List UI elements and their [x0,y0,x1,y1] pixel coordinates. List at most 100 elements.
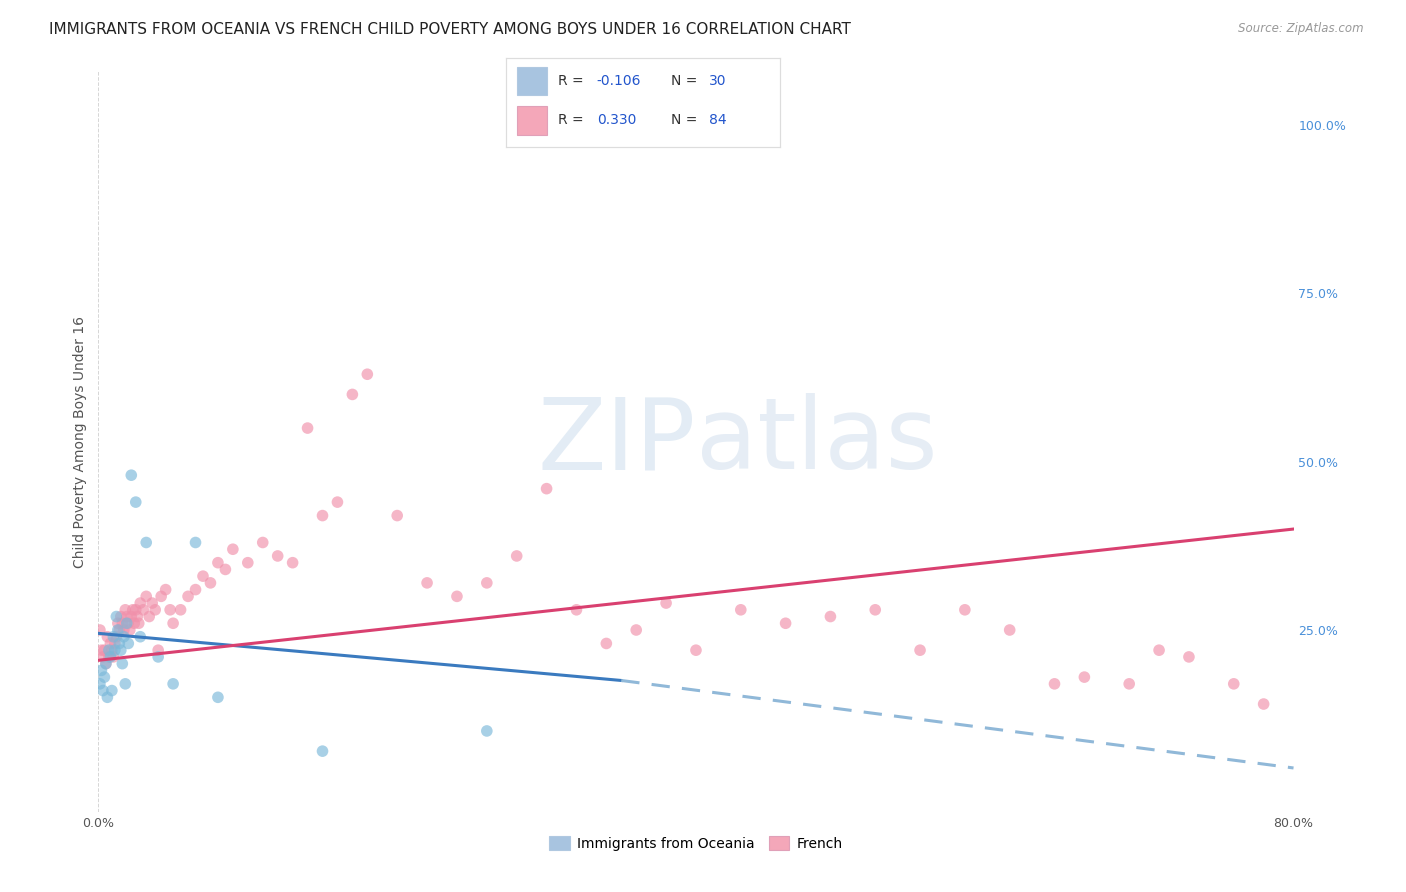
Point [311,508,333,523]
Point [111,616,134,631]
Point [222,542,245,557]
Point [998,623,1021,637]
Point [115,616,138,631]
Point [200,575,222,590]
Point [91,683,114,698]
Point [93,643,115,657]
Point [252,535,274,549]
Point [475,723,498,738]
Text: R =: R = [558,113,588,128]
Text: N =: N = [671,74,702,88]
Point [267,549,290,563]
Point [416,575,439,590]
Point [108,623,131,637]
Legend: Immigrants from Oceania, French: Immigrants from Oceania, French [544,830,848,856]
Point [1043,677,1066,691]
Point [162,677,184,691]
Point [143,603,166,617]
Text: R =: R = [558,74,588,88]
Point [865,603,887,617]
Point [89,623,111,637]
Point [90,664,112,678]
Point [97,643,120,657]
Point [820,609,842,624]
Point [114,677,136,691]
Point [97,649,120,664]
Point [1372,697,1395,711]
Point [565,603,588,617]
Point [162,616,184,631]
Point [730,603,752,617]
Point [105,630,128,644]
Point [101,683,124,698]
Point [93,670,115,684]
Point [326,495,349,509]
Point [150,590,173,604]
Point [595,636,617,650]
Point [155,582,177,597]
Point [169,603,191,617]
Point [356,368,378,382]
Point [141,596,163,610]
Point [110,643,132,657]
Point [132,603,155,617]
Point [281,556,304,570]
Point [1312,683,1334,698]
Point [112,630,135,644]
Point [536,482,558,496]
Point [114,603,136,617]
Point [96,690,118,705]
Point [111,657,134,671]
Point [184,535,207,549]
Point [128,616,150,631]
Point [685,643,707,657]
Point [148,649,170,664]
Point [118,623,141,637]
Point [214,562,236,576]
Point [207,556,229,570]
Point [655,596,678,610]
Point [90,643,112,657]
Text: N =: N = [671,113,702,128]
Point [1178,649,1201,664]
Point [1073,670,1095,684]
Point [94,657,117,671]
Point [311,744,333,758]
Point [159,603,181,617]
Point [125,603,148,617]
Point [908,643,931,657]
Point [184,582,207,597]
Y-axis label: Child Poverty Among Boys Under 16: Child Poverty Among Boys Under 16 [73,316,87,567]
Point [110,609,132,624]
Point [107,623,129,637]
Point [506,549,529,563]
Point [124,616,146,631]
Point [1118,677,1140,691]
Point [108,636,131,650]
Point [953,603,976,617]
Point [148,643,170,657]
Point [138,609,160,624]
Text: ZIP: ZIP [537,393,696,490]
Point [297,421,319,435]
Text: 84: 84 [709,113,727,128]
Point [104,643,127,657]
Point [135,590,157,604]
Point [105,609,128,624]
Point [107,616,129,631]
Point [101,643,124,657]
Point [117,636,139,650]
Point [1253,697,1275,711]
Point [626,623,648,637]
Point [385,508,409,523]
Point [112,623,135,637]
Point [135,535,157,549]
Point [236,556,259,570]
Point [115,609,138,624]
Point [121,603,143,617]
Point [103,630,125,644]
Point [120,468,142,483]
Point [1147,643,1170,657]
Text: Source: ZipAtlas.com: Source: ZipAtlas.com [1239,22,1364,36]
Point [96,630,118,644]
